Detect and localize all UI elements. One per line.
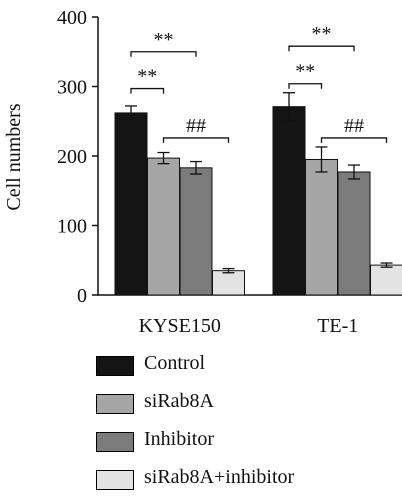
significance-label: ## — [186, 115, 206, 137]
legend-label: Control — [144, 352, 205, 375]
significance-bracket — [289, 84, 322, 89]
bar — [213, 271, 245, 295]
significance-label: ** — [154, 29, 174, 51]
significance-label: ** — [312, 23, 332, 45]
significance-label: ** — [137, 66, 157, 88]
bar — [180, 168, 212, 295]
bar-chart: Cell numbers 0 100 200 300 400 KYSE150 TE-1 ** *… — [0, 0, 402, 345]
y-tick-label: 300 — [57, 77, 87, 99]
legend-label: siRab8A+inhibitor — [144, 466, 294, 489]
bar — [338, 172, 370, 295]
y-axis-label: Cell numbers — [3, 103, 25, 210]
bar — [115, 113, 147, 295]
legend-swatch — [96, 356, 134, 376]
significance-label: ** — [295, 61, 315, 83]
legend-label: Inhibitor — [144, 428, 214, 451]
x-tick-label: TE-1 — [317, 315, 358, 337]
bar — [273, 107, 305, 295]
y-tick-label: 200 — [57, 146, 87, 168]
legend-swatch — [96, 432, 134, 452]
y-tick-label: 0 — [77, 285, 87, 307]
legend-swatch — [96, 470, 134, 490]
legend-swatch — [96, 394, 134, 414]
significance-bracket — [131, 52, 196, 57]
significance-bracket — [289, 46, 354, 51]
bar — [148, 158, 180, 295]
y-tick-label: 100 — [57, 216, 87, 238]
x-tick-label: KYSE150 — [139, 315, 221, 337]
bar — [371, 265, 402, 295]
y-tick-label: 400 — [57, 7, 87, 29]
legend-label: siRab8A — [144, 390, 214, 413]
significance-bracket — [131, 89, 164, 94]
bar — [306, 159, 338, 295]
significance-label: ## — [344, 115, 364, 137]
significance-bracket — [164, 138, 229, 143]
significance-bracket — [322, 138, 387, 143]
